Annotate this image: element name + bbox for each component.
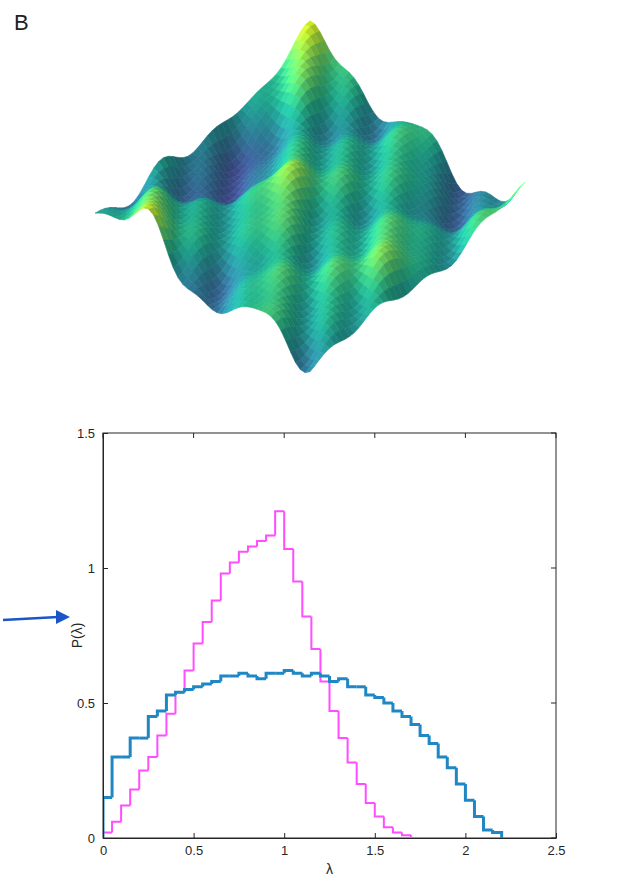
- histogram-series: [103, 511, 502, 838]
- landscape-facet: [305, 366, 315, 373]
- landscape-facet: [163, 240, 173, 255]
- histogram-step: [465, 837, 474, 838]
- histogram-step: [221, 573, 230, 600]
- histogram-step: [393, 827, 402, 832]
- histogram-series: [103, 671, 502, 838]
- histogram-step: [185, 690, 194, 693]
- histogram-step: [456, 837, 465, 838]
- figure: B00.511.522.500.511.5λP(λ): [0, 0, 617, 883]
- histogram-marks: [103, 511, 502, 838]
- landscape-facet: [320, 344, 330, 353]
- histogram-step: [257, 541, 266, 546]
- histogram-step: [166, 714, 175, 736]
- landscape-facet: [286, 339, 296, 352]
- landscape-facet: [486, 206, 496, 209]
- histogram-step: [175, 692, 184, 714]
- histogram-step: [339, 711, 348, 738]
- panel-letter: B: [14, 10, 29, 35]
- landscape-facet: [281, 328, 291, 341]
- histogram-step: [166, 695, 175, 711]
- histogram-step: [447, 837, 456, 838]
- histogram-step: [248, 546, 257, 551]
- histogram-step: [139, 771, 148, 790]
- histogram-step: [311, 617, 320, 649]
- landscape-facet: [457, 244, 467, 253]
- histogram-step: [157, 711, 166, 716]
- histogram-step: [175, 692, 184, 695]
- landscape-facet: [124, 214, 134, 220]
- histogram-step: [357, 762, 366, 784]
- histogram-step: [420, 837, 429, 838]
- histogram-step: [203, 684, 212, 687]
- landscape-facet: [501, 199, 511, 208]
- histogram-step: [429, 837, 438, 838]
- landscape-facet: [364, 308, 374, 315]
- landscape-facet: [198, 195, 208, 199]
- histogram-step: [384, 816, 393, 827]
- histogram-step: [157, 735, 166, 757]
- histogram-step: [112, 822, 121, 833]
- histogram-step: [148, 757, 157, 771]
- histogram-step: [302, 582, 311, 617]
- histogram-step: [148, 717, 157, 739]
- landscape-facet: [496, 205, 506, 208]
- landscape-facet: [149, 208, 159, 216]
- histogram-step: [284, 511, 293, 549]
- histogram-step: [194, 687, 203, 690]
- landscape-facet: [315, 352, 325, 360]
- histogram-step: [474, 837, 483, 838]
- landscape-facet: [461, 236, 471, 245]
- landscape-facet: [198, 294, 208, 300]
- histogram-step: [130, 738, 139, 757]
- histogram-step: [230, 563, 239, 574]
- histogram-step: [438, 837, 447, 838]
- landscape-facet: [496, 204, 506, 209]
- histogram-step: [402, 833, 411, 836]
- histogram-step: [348, 738, 357, 762]
- histogram-step: [330, 681, 339, 711]
- landscape-facet: [154, 215, 164, 227]
- histogram-step: [411, 835, 420, 838]
- histogram-step: [275, 511, 284, 535]
- histogram-step: [375, 803, 384, 817]
- histogram-step: [293, 549, 302, 581]
- histogram-step: [212, 681, 221, 684]
- plot-frame: [103, 433, 556, 838]
- histogram-step: [203, 622, 212, 644]
- histogram-step: [112, 757, 121, 798]
- histogram-step: [194, 644, 203, 671]
- histogram-step: [266, 536, 275, 541]
- landscape-facet: [466, 228, 476, 237]
- landscape-facet: [159, 226, 169, 240]
- histogram-step: [130, 789, 139, 805]
- histogram-step: [484, 837, 493, 838]
- landscape-facet: [496, 204, 506, 209]
- histogram-step: [366, 784, 375, 803]
- histogram-step: [239, 552, 248, 563]
- landscape-facet: [471, 220, 481, 228]
- histogram-step: [121, 806, 130, 822]
- landscape-illustration: [95, 21, 525, 373]
- histogram-step: [103, 798, 112, 839]
- histogram-step: [212, 600, 221, 622]
